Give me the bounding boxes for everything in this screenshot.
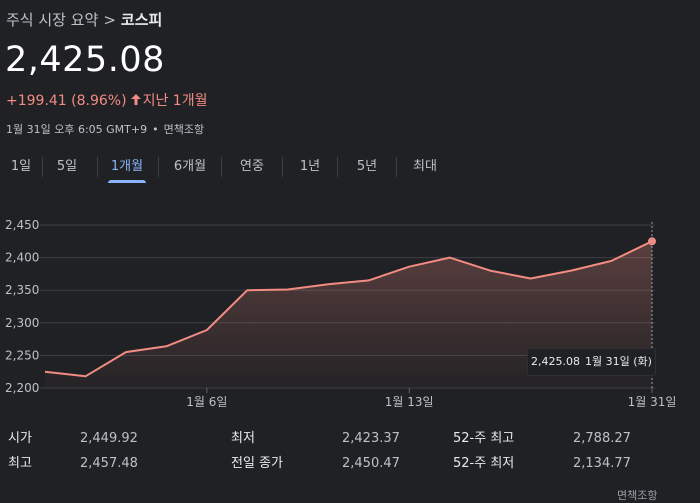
tab-divider bbox=[158, 157, 159, 177]
breadcrumb-current: 코스피 bbox=[120, 11, 163, 29]
y-tick-label: 2,400 bbox=[5, 251, 39, 265]
tab-5y[interactable]: 5년 bbox=[356, 159, 378, 174]
price-change: +199.41 (8.96%) 지난 1개월 bbox=[6, 90, 207, 110]
stat-label-prev-close: 전일 종가 bbox=[231, 456, 283, 471]
stat-label-open: 시가 bbox=[8, 431, 32, 446]
range-tabs: 1일 5일 1개월 6개월 연중 1년 5년 최대 bbox=[0, 152, 453, 186]
tab-6m[interactable]: 6개월 bbox=[173, 159, 207, 174]
stat-label-52w-high: 52-주 최고 bbox=[453, 431, 515, 446]
x-tick-label: 1월 13일 bbox=[385, 395, 434, 409]
breadcrumb: 주식 시장 요약 > 코스피 bbox=[6, 9, 162, 30]
quote-meta: 1월 31일 오후 6:05 GMT+9 • 면책조항 bbox=[6, 121, 204, 137]
tooltip-value: 2,425.08 bbox=[531, 355, 581, 368]
price-line bbox=[44, 240, 653, 378]
stat-value-52w-low: 2,134.77 bbox=[573, 456, 631, 471]
price-value: 2,425.08 bbox=[5, 40, 165, 80]
tab-1y[interactable]: 1년 bbox=[299, 159, 321, 174]
tab-divider bbox=[282, 157, 283, 177]
chart-tooltip: 2,425.08 1월 31일 (화) bbox=[527, 348, 656, 376]
y-tick-label: 2,200 bbox=[5, 381, 39, 395]
tab-divider bbox=[221, 157, 222, 177]
tab-max[interactable]: 최대 bbox=[413, 159, 437, 174]
y-tick-label: 2,250 bbox=[5, 348, 39, 362]
stat-label-52w-low: 52-주 최저 bbox=[453, 456, 515, 471]
breadcrumb-separator: > bbox=[103, 11, 116, 29]
stat-label-high: 최고 bbox=[8, 456, 32, 471]
data-point[interactable] bbox=[648, 237, 656, 246]
x-tick-label: 1월 6일 bbox=[186, 395, 227, 409]
arrow-up-icon bbox=[130, 93, 141, 109]
stat-value-prev-close: 2,450.47 bbox=[342, 456, 400, 471]
stats-row-1: 시가 2,449.92 최저 2,423.37 52-주 최고 2,788.27 bbox=[0, 428, 700, 450]
stat-value-high: 2,457.48 bbox=[80, 456, 138, 471]
y-tick-label: 2,450 bbox=[5, 218, 39, 232]
tab-divider bbox=[337, 157, 338, 177]
price-chart[interactable]: 2,200 2,250 2,300 2,350 2,400 2,450 1월 6일 1월 1… bbox=[0, 210, 700, 415]
tab-ytd[interactable]: 연중 bbox=[240, 159, 264, 174]
x-tick-label: 1월 31일 bbox=[628, 395, 677, 409]
stat-value-low: 2,423.37 bbox=[342, 431, 400, 446]
chart-svg: 2,200 2,250 2,300 2,350 2,400 2,450 1월 6일 1월 1… bbox=[5, 218, 677, 409]
stat-value-open: 2,449.92 bbox=[80, 431, 138, 446]
disclaimer-link[interactable]: 면책조항 bbox=[163, 123, 205, 136]
change-period: 지난 1개월 bbox=[142, 93, 208, 109]
tab-5d[interactable]: 5일 bbox=[56, 159, 78, 174]
breadcrumb-parent[interactable]: 주식 시장 요약 bbox=[6, 11, 99, 29]
tooltip-date: 1월 31일 (화) bbox=[585, 355, 652, 368]
footer-disclaimer[interactable]: 면책조항 bbox=[617, 489, 658, 502]
timestamp: 1월 31일 오후 6:05 GMT+9 bbox=[6, 123, 148, 136]
chart-area bbox=[45, 241, 652, 388]
stats-row-2: 최고 2,457.48 전일 종가 2,450.47 52-주 최저 2,134… bbox=[0, 453, 700, 475]
change-value: +199.41 (8.96%) bbox=[6, 93, 127, 109]
tab-divider bbox=[42, 157, 43, 177]
tab-divider bbox=[97, 157, 98, 177]
y-tick-label: 2,350 bbox=[5, 283, 39, 297]
tab-1d[interactable]: 1일 bbox=[10, 159, 32, 174]
dot-separator: • bbox=[152, 123, 159, 136]
stat-label-low: 최저 bbox=[231, 431, 255, 446]
y-tick-label: 2,300 bbox=[5, 316, 39, 330]
tab-divider bbox=[396, 157, 397, 177]
tab-1m[interactable]: 1개월 bbox=[108, 152, 146, 183]
stat-value-52w-high: 2,788.27 bbox=[573, 431, 631, 446]
